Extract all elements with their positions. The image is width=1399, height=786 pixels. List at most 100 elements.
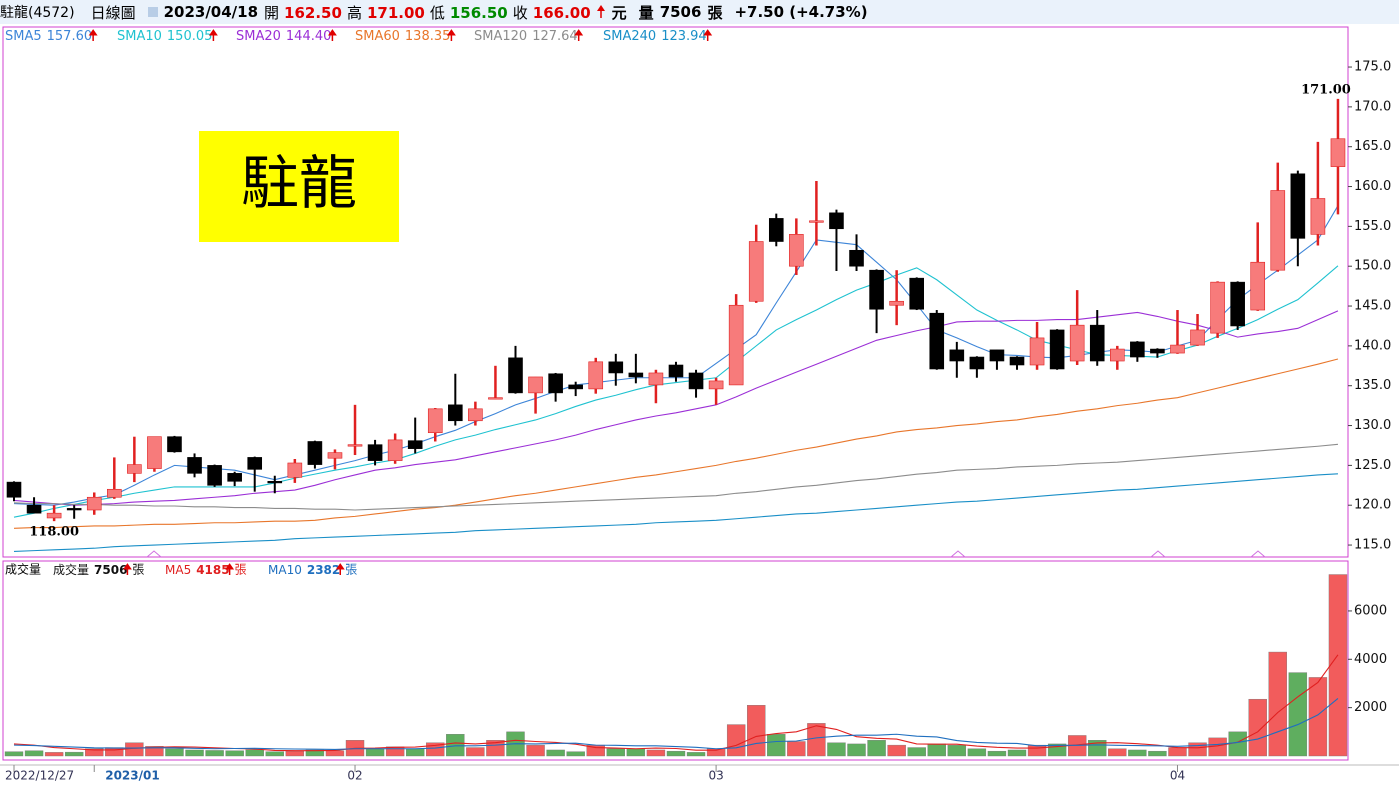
legend-value: 150.05 [167, 29, 213, 44]
volume-bar [646, 749, 666, 757]
y-tick-label: 165.0 [1354, 139, 1391, 154]
candle-body [768, 218, 784, 242]
arrow-head [703, 29, 713, 36]
header: 駐龍(4572) 日線圖 2023/04/18 開 162.50 高 171.00 低 1… [0, 0, 1399, 24]
candle-body [1330, 138, 1346, 167]
candle-body [989, 349, 1005, 362]
candle-body [247, 457, 263, 470]
legend-name: MA5 [165, 563, 191, 577]
legend-name: SMA60 [355, 29, 400, 44]
candle-body [167, 436, 182, 453]
candle-body [1190, 329, 1205, 346]
volume-bar [44, 752, 64, 757]
candle-body [287, 462, 303, 478]
arrow-head [122, 563, 132, 570]
volume-bar [365, 748, 385, 757]
volume-panel [2, 560, 1349, 761]
candle-body [187, 457, 202, 474]
volume-label: 量 [638, 3, 654, 22]
candle-body [949, 349, 965, 362]
legend-value: 157.60 [47, 29, 93, 44]
legend-name: SMA120 [474, 29, 527, 44]
up-arrow [335, 563, 345, 575]
candle-body [207, 465, 222, 486]
volume-bar [125, 742, 144, 757]
x-tick-label: 2023/01 [105, 769, 159, 783]
candle-body [488, 397, 503, 400]
candle-body [1130, 341, 1145, 358]
up-arrow [327, 29, 337, 41]
y-tick-label: 120.0 [1354, 498, 1391, 513]
candle-body [307, 441, 323, 465]
volume-bar [24, 750, 44, 757]
volume-bar [1308, 677, 1328, 757]
candle-body [849, 249, 864, 267]
up-arrow [122, 563, 132, 575]
volume-unit: 張 [707, 3, 723, 22]
candle-body [1049, 329, 1065, 370]
candle-body [648, 372, 664, 386]
legend-name: 成交量 [53, 562, 89, 577]
legend-value: 4185 [196, 563, 229, 577]
legend-entry: SMA240 123.94 [603, 29, 707, 44]
x-tick-label: 04 [1170, 769, 1185, 783]
y-tick-label: 155.0 [1354, 219, 1391, 234]
volume-bar [867, 740, 886, 757]
legend-entry: SMA120 127.64 [474, 29, 578, 44]
legend-entry: SMA5 157.60 [5, 29, 92, 44]
ohlc-value: 166.00 [532, 3, 591, 22]
candle-body [448, 404, 463, 422]
candle-body [568, 384, 583, 390]
candle-body [127, 464, 142, 474]
volume-bar [546, 749, 565, 757]
arrow-head [335, 563, 345, 570]
ma-line [13, 358, 1339, 529]
stock-name: 駐龍(4572) [0, 5, 75, 21]
legend-name: MA10 [268, 563, 302, 577]
volume-bar [145, 746, 164, 757]
candle-body [969, 356, 985, 370]
candle-body [1310, 198, 1326, 235]
volume-bar [1108, 748, 1127, 757]
arrow-head [225, 563, 235, 570]
volume-title: 成交量 [5, 562, 41, 577]
volume-bar [1088, 740, 1107, 757]
ma-line [13, 697, 1339, 751]
candle-body [66, 508, 82, 511]
volume-bar [185, 749, 204, 757]
volume-bar [165, 748, 184, 757]
x-tick-label: 2022/12/27 [5, 769, 74, 783]
up-arrow [208, 29, 218, 41]
y-tick-label: 125.0 [1354, 458, 1391, 473]
candle-body [1029, 337, 1045, 366]
change: +7.50 (+4.73%) [734, 3, 868, 21]
volume-bar [466, 747, 485, 757]
candle-body [548, 373, 563, 394]
volume-bar [1328, 574, 1348, 757]
candle-body [929, 312, 945, 370]
y-tick-label: 160.0 [1354, 179, 1391, 194]
volume-bar [486, 740, 505, 757]
candle-body [86, 496, 102, 511]
volume-bar [1007, 749, 1027, 757]
candle-body [407, 440, 423, 449]
volume-bar [105, 747, 124, 757]
volume-bar [305, 749, 325, 757]
candle-body [1009, 356, 1025, 366]
y-tick-label: 145.0 [1354, 299, 1391, 314]
legend-value: 138.35 [405, 29, 451, 44]
unit: 元 [611, 3, 627, 22]
candle-body [1210, 281, 1225, 334]
badge-box [199, 131, 399, 242]
volume-bar [1128, 749, 1147, 757]
up-arrow [703, 29, 713, 41]
arrow-head [446, 29, 456, 36]
candle-body [588, 361, 604, 390]
legend-entry: SMA60 138.35 [355, 29, 450, 44]
legend-value: 123.94 [661, 29, 707, 44]
ohlc-label: 低 [429, 3, 445, 22]
volume-bar [526, 744, 545, 757]
candle-body [468, 408, 483, 422]
candle-body [387, 439, 403, 461]
